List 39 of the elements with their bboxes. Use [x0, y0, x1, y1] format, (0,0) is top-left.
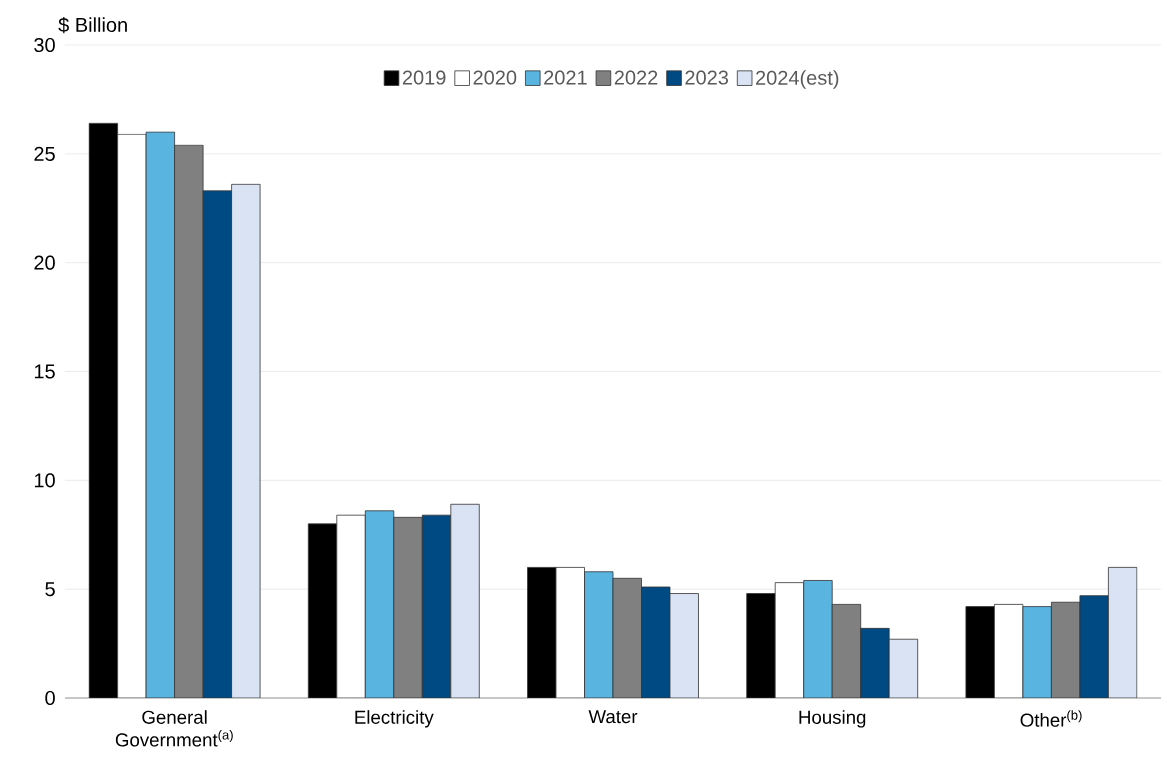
legend-label: 2022	[614, 70, 658, 85]
bar	[669, 593, 699, 698]
bar	[831, 604, 862, 698]
x-tick-label: General Government$^{(a)}$	[115, 710, 233, 747]
bar	[1022, 606, 1052, 698]
legend-label: 2020	[473, 70, 517, 85]
y-tick-label: 30	[34, 37, 55, 53]
bar	[888, 638, 919, 698]
y-tick-label: 0	[45, 690, 55, 706]
bar	[231, 183, 261, 698]
x-tick-label: Electricity	[355, 710, 434, 728]
y-tick-label: 25	[34, 146, 55, 161]
y-tick-label: 15	[34, 364, 55, 379]
bar	[1108, 567, 1138, 698]
x-tick-label: Other$^{(b)}$	[1020, 710, 1082, 727]
legend-label: 2021	[544, 70, 587, 85]
bar	[364, 510, 395, 698]
y-tick-label: 20	[34, 255, 55, 270]
bar	[393, 516, 423, 698]
y-tick-label: 10	[34, 473, 55, 488]
bar	[527, 567, 557, 698]
bar	[803, 580, 833, 698]
x-tick-label: Housing	[799, 710, 866, 728]
y-tick-label: 5	[45, 582, 55, 597]
legend-label: 2024(est)	[756, 70, 839, 89]
bar	[1051, 601, 1081, 698]
bar	[612, 577, 642, 698]
bar	[746, 593, 776, 698]
x-tick-label: Water	[588, 710, 638, 724]
bar	[584, 571, 614, 698]
bar	[174, 144, 204, 698]
bar	[88, 122, 119, 698]
legend-label: 2023	[685, 70, 729, 85]
bar	[450, 503, 480, 698]
bar	[307, 523, 338, 698]
legend-label: 2019	[402, 70, 446, 85]
bar	[145, 131, 175, 698]
y-axis-title: $ Billion	[58, 16, 127, 34]
bar	[965, 606, 995, 698]
